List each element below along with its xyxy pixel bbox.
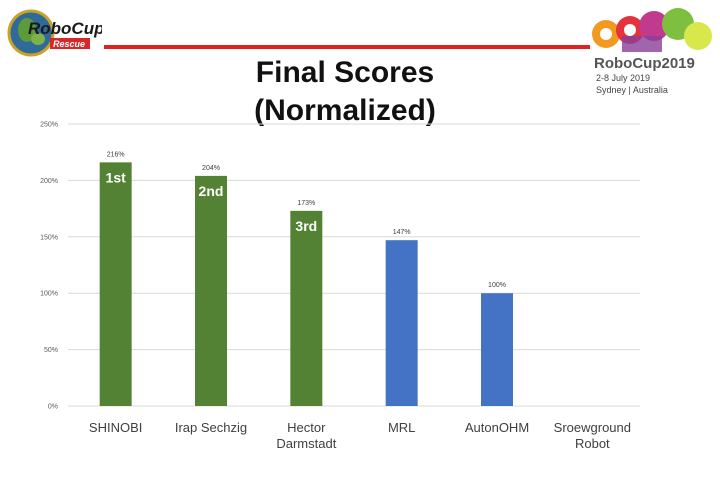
bar bbox=[385, 240, 418, 406]
title-line-2: (Normalized) bbox=[254, 94, 436, 127]
y-tick-label: 250% bbox=[40, 122, 58, 129]
title-underline bbox=[104, 45, 590, 49]
y-tick-label: 0% bbox=[48, 404, 58, 411]
y-tick-label: 200% bbox=[40, 178, 58, 185]
y-tick-label: 100% bbox=[40, 291, 58, 298]
data-label: 100% bbox=[488, 282, 506, 289]
scores-chart: 0% 50% 100% 150% 200% 250% 216% 1st SHINOBI 204% 2… bbox=[40, 122, 640, 451]
category-label: Hector bbox=[287, 420, 326, 435]
category-label: Darmstadt bbox=[276, 436, 336, 451]
bar bbox=[195, 175, 227, 406]
robocup-rescue-logo: RoboCup Rescue bbox=[7, 9, 102, 57]
rank-label: 1st bbox=[106, 169, 127, 185]
page-title: Final Scores (Normalized) bbox=[200, 54, 490, 130]
y-tick-label: 50% bbox=[44, 347, 58, 354]
data-label: 216% bbox=[107, 151, 125, 158]
category-label: Sroewground bbox=[554, 420, 631, 435]
svg-text:2-8 July 2019: 2-8 July 2019 bbox=[596, 73, 650, 83]
rank-label: 3rd bbox=[295, 218, 317, 234]
category-label: AutonOHM bbox=[465, 420, 529, 435]
svg-text:Sydney | Australia: Sydney | Australia bbox=[596, 85, 668, 95]
bar bbox=[99, 162, 132, 406]
y-tick-label: 150% bbox=[40, 234, 58, 241]
rank-label: 2nd bbox=[199, 183, 224, 199]
svg-text:RoboCup: RoboCup bbox=[28, 19, 102, 38]
bar bbox=[481, 293, 513, 406]
category-label: Irap Sechzig bbox=[175, 420, 247, 435]
svg-text:RoboCup2019: RoboCup2019 bbox=[594, 55, 695, 72]
data-label: 173% bbox=[297, 200, 315, 207]
category-label: Robot bbox=[575, 436, 610, 451]
bar bbox=[290, 210, 323, 406]
robocup-2019-logo: RoboCup2019 2-8 July 2019 Sydney | Austr… bbox=[592, 8, 712, 95]
data-label: 147% bbox=[393, 229, 411, 236]
svg-text:Rescue: Rescue bbox=[53, 39, 85, 49]
data-label: 204% bbox=[202, 165, 220, 172]
category-label: MRL bbox=[388, 420, 415, 435]
title-line-1: Final Scores bbox=[255, 56, 435, 89]
category-label: SHINOBI bbox=[89, 420, 142, 435]
